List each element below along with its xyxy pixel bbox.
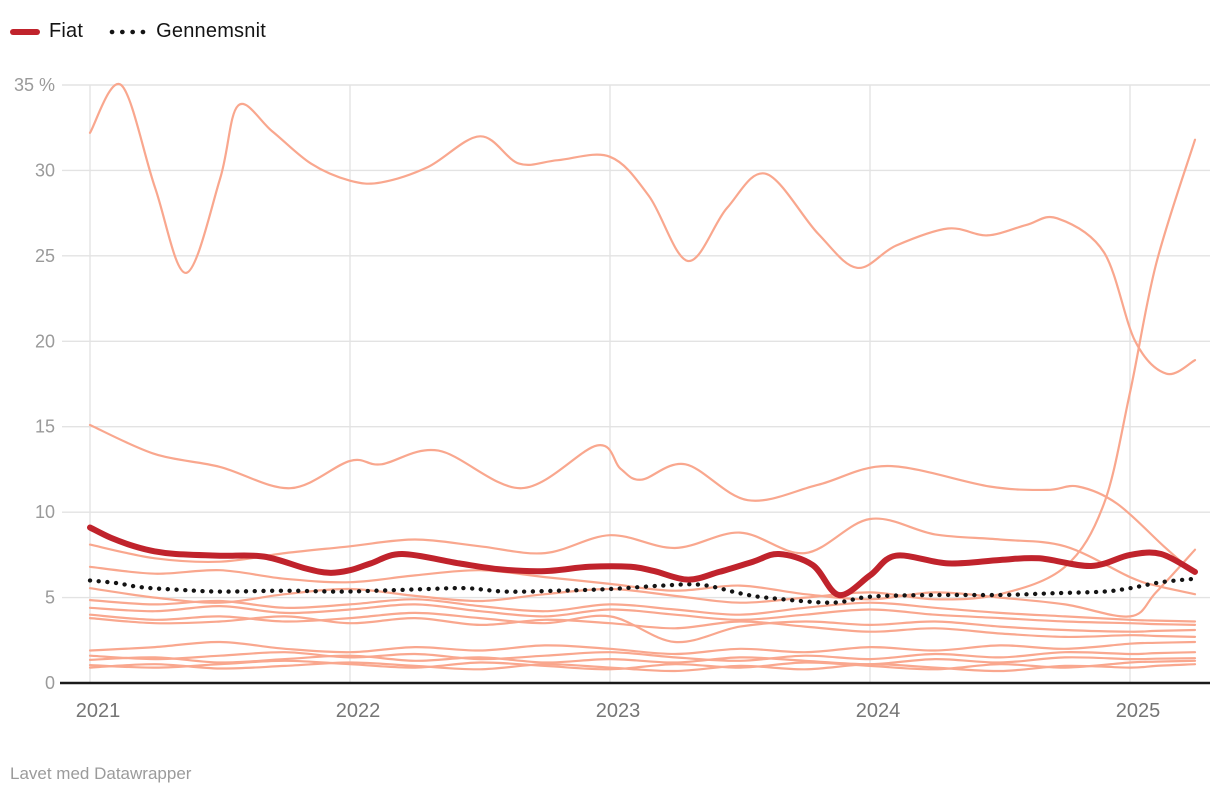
series-line-Fiat [87,524,1198,599]
line-chart-plot: 35 % 30 25 20 15 10 5 0 2021 2022 2023 2024 2025 [14,75,1210,722]
series-line-other-10 [88,640,1197,656]
chart-legend: Fiat Gennemsnit [10,20,266,43]
legend-item-gennemsnit: Gennemsnit [109,20,266,43]
series-line-other-9 [88,615,1197,639]
legend-label-fiat: Fiat [49,20,84,42]
fiat-line-swatch-icon [10,28,40,35]
y-axis-label-10: 10 [35,502,55,522]
y-axis-label-5: 5 [45,588,55,608]
x-axis-label-2023: 2023 [596,700,641,722]
series-line-Gennemsnit [87,576,1198,605]
series-line-other-8 [88,611,1197,644]
series-line-other-13 [88,659,1197,671]
datawrapper-credit: Lavet med Datawrapper [10,764,192,783]
x-axis-label-2024: 2024 [856,700,901,722]
series-line-other-14 [88,661,1197,673]
y-axis-label-0: 0 [45,673,55,693]
x-axis-label-2025: 2025 [1116,700,1161,722]
series-line-other-6 [88,598,1197,623]
series-line-other-5 [88,138,1197,604]
series-line-other-4 [88,548,1197,618]
legend-item-fiat: Fiat [10,20,83,43]
series-line-other-1 [88,82,1197,376]
x-axis-label-2021: 2021 [76,700,121,722]
y-axis-label-25: 25 [35,246,55,266]
series-line-other-2 [88,423,1197,575]
y-axis-label-35: 35 % [14,75,55,95]
series-line-other-12 [88,654,1197,666]
dotted-line-swatch-icon [109,29,148,34]
x-axis-label-2022: 2022 [336,700,381,722]
series-line-other-7 [88,603,1197,626]
series-line-other-3 [88,517,1197,596]
legend-label-gennemsnit: Gennemsnit [156,20,266,42]
series-line-other-11 [88,651,1197,662]
y-axis-label-20: 20 [35,331,55,351]
y-axis-label-15: 15 [35,417,55,437]
y-axis-label-30: 30 [35,160,55,180]
